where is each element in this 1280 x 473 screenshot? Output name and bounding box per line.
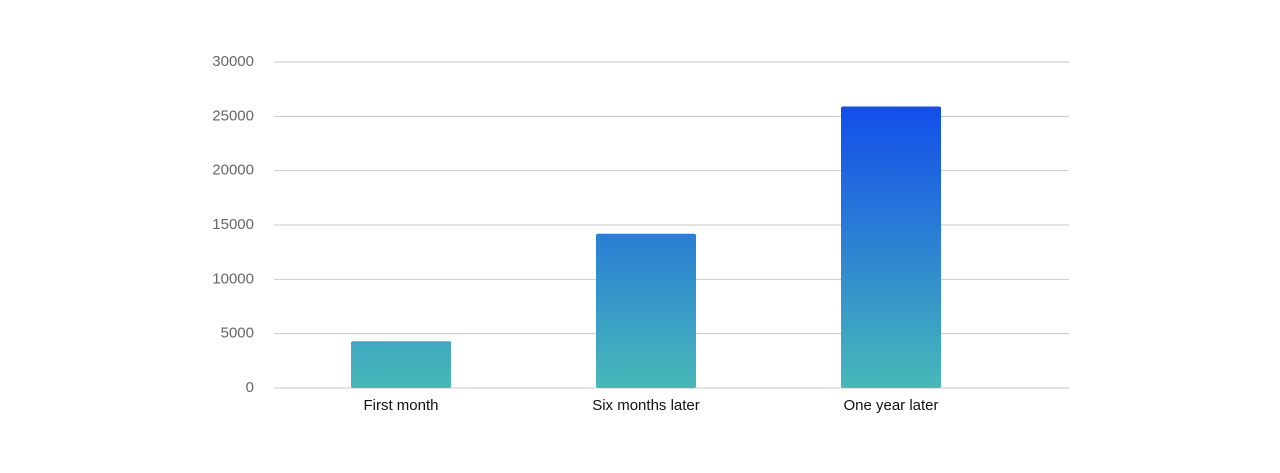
bar	[596, 233, 696, 388]
y-tick-label: 10000	[212, 270, 254, 287]
bar	[841, 106, 941, 388]
y-tick-label: 20000	[212, 162, 254, 179]
y-tick-label: 25000	[212, 107, 254, 124]
x-tick-label: One year later	[843, 397, 938, 414]
x-tick-label: Six months later	[592, 397, 700, 414]
y-tick-label: 5000	[221, 325, 254, 342]
bar	[351, 341, 451, 388]
y-tick-label: 0	[246, 379, 254, 396]
x-tick-label: First month	[363, 397, 438, 414]
y-tick-label: 30000	[212, 53, 254, 70]
y-tick-label: 15000	[212, 216, 254, 233]
